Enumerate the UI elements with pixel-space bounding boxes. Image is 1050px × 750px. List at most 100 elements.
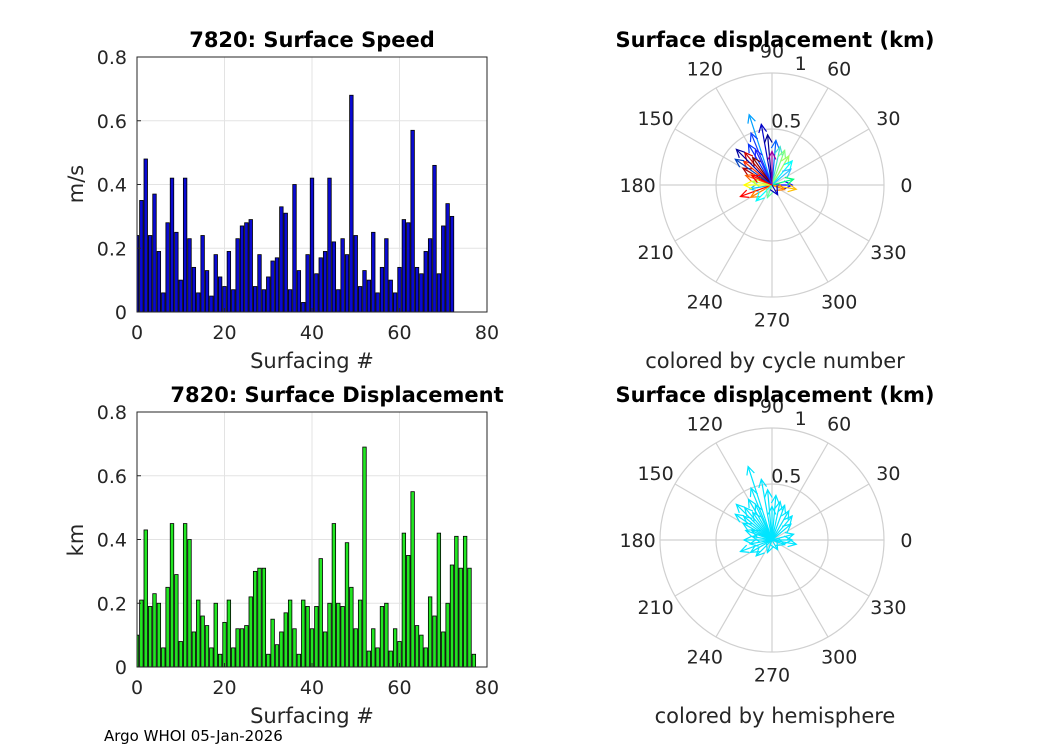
speed-bar [161, 292, 166, 313]
polar-hemisphere-arrow-shaft [749, 539, 773, 545]
polar-cycle-angle-label: 120 [687, 59, 723, 81]
speed-bar [296, 270, 302, 313]
polar-hemisphere-arrow-head [751, 511, 761, 522]
speed-bar [388, 279, 393, 313]
speed-bar [187, 238, 192, 313]
displacement-bar [441, 631, 446, 668]
speed-bar [257, 254, 262, 313]
speed-bar [436, 273, 442, 313]
polar-hemisphere-arrow-head [777, 503, 787, 515]
displacement-bar [467, 567, 472, 668]
displacement-bar [178, 641, 183, 668]
displacement-bar [340, 606, 345, 668]
polar-cycle-arrow-head [763, 133, 773, 144]
speed-bar [266, 276, 271, 313]
polar-hemisphere-angle-label: 120 [687, 414, 723, 436]
speed-title: 7820: Surface Speed [189, 28, 435, 52]
displacement-bar [165, 586, 170, 668]
displacement-y-label: km [64, 524, 88, 557]
polar-cycle-arrow-shaft [771, 150, 786, 186]
speed-bar [384, 238, 389, 313]
speed-bar [309, 177, 315, 313]
displacement-bar [371, 628, 376, 668]
polar-hemisphere-chart: 0 30 60 90 120 150 180 210 240 270 300 330 0.5 1 Surf… [615, 383, 934, 728]
polar-cycle-angle-label: 60 [827, 59, 851, 81]
polar-hemisphere-arrow-shaft [771, 533, 794, 541]
polar-hemisphere-arrow-shaft [771, 539, 779, 550]
displacement-bar [322, 631, 328, 668]
polar-hemisphere-angle-label: 330 [870, 597, 906, 619]
polar-hemisphere-arrow-shaft [771, 495, 777, 541]
polar-cycle-angle-label: 240 [687, 291, 723, 313]
displacement-bar [336, 602, 341, 668]
polar-cycle-angle-label: 210 [637, 242, 673, 264]
polar-cycle-chart: 0 30 60 90 120 150 180 210 240 270 300 330 0.5 1 Surf… [615, 28, 934, 373]
polar-cycle-arrow-head [765, 188, 775, 199]
displacement-bar [349, 586, 354, 668]
polar-hemisphere-arrow-head [739, 544, 750, 553]
speed-bar [178, 279, 183, 313]
displacement-y-tick-label: 0.4 [97, 530, 127, 552]
speed-bar [196, 292, 201, 313]
polar-hemisphere-arrow-shaft [771, 501, 781, 541]
speed-bar [139, 200, 144, 313]
displacement-bar [174, 574, 179, 668]
displacement-x-tick-label: 20 [212, 677, 236, 699]
polar-hemisphere-angle-label: 180 [619, 530, 655, 552]
polar-cycle-arrow-shaft [744, 152, 773, 186]
polar-hemisphere-angle-label: 0 [900, 530, 912, 552]
polar-cycle-arrow-shaft [750, 184, 773, 198]
displacement-ticks: 0 20 40 60 80 0 0.2 0.4 0.6 0.8 [97, 402, 499, 699]
speed-y-tick-label: 0.6 [97, 111, 127, 133]
displacement-chart: 0 20 40 60 80 0 0.2 0.4 0.6 0.8 7820: Surface Dis… [64, 383, 504, 728]
displacement-bar [152, 593, 157, 668]
polar-hemisphere-radius-label: 1 [795, 408, 807, 430]
speed-bar [336, 289, 341, 313]
polar-cycle-arrow-shaft [771, 140, 777, 186]
polar-cycle-angle-label: 270 [754, 309, 790, 331]
polar-cycle-arrow-shaft [766, 184, 773, 198]
polar-hemisphere-arrow-shaft [766, 539, 773, 553]
displacement-bar [244, 625, 249, 668]
polar-cycle-angle-label: 300 [821, 291, 857, 313]
polar-cycle-arrow-shaft [748, 114, 773, 186]
polar-hemisphere-spoke [771, 539, 829, 638]
polar-cycle-arrow-shaft [771, 184, 797, 190]
speed-bar [270, 260, 275, 313]
polar-cycle-angle-label: 330 [870, 242, 906, 264]
polar-cycle-arrow-head [754, 148, 763, 159]
speed-bar [362, 270, 367, 313]
speed-bar [397, 266, 402, 313]
polar-cycle-arrow-shaft [771, 168, 792, 186]
speed-bar [143, 158, 148, 313]
speed-bar [349, 94, 354, 313]
displacement-bar [200, 615, 205, 668]
speed-x-tick-label: 0 [131, 322, 143, 344]
polar-cycle-arrow-head [739, 189, 750, 198]
polar-hemisphere-arrow-shaft [771, 539, 785, 546]
polar-hemisphere-arrow-shaft [767, 489, 773, 541]
polar-hemisphere-angle-label: 150 [637, 463, 673, 485]
displacement-bar [462, 535, 468, 668]
polar-hemisphere-angle-label: 90 [760, 396, 784, 418]
polar-cycle-arrow-head [750, 174, 761, 183]
displacement-x-tick-label: 60 [387, 677, 411, 699]
speed-x-tick-label: 80 [475, 322, 499, 344]
polar-hemisphere-arrow-head [755, 547, 765, 557]
speed-bar [156, 251, 162, 313]
polar-cycle-angle-label: 180 [619, 175, 655, 197]
polar-hemisphere-arrow-shaft [740, 539, 773, 553]
displacement-bar [314, 606, 319, 668]
polar-hemisphere-arrow-head [749, 544, 760, 554]
polar-cycle-labels: 0 30 60 90 120 150 180 210 240 270 300 330 0.5 1 [619, 41, 912, 332]
speed-bar [375, 292, 380, 313]
displacement-y-tick-label: 0.2 [97, 593, 127, 615]
speed-bar [449, 215, 455, 313]
polar-cycle-angle-label: 0 [900, 175, 912, 197]
displacement-bar [301, 599, 306, 668]
polar-cycle-arrow-shaft [740, 184, 773, 198]
polar-cycle-radius-label: 1 [795, 53, 807, 75]
speed-bar [252, 286, 258, 313]
displacement-bar [191, 631, 197, 668]
polar-hemisphere-arrow-shaft [751, 529, 773, 541]
